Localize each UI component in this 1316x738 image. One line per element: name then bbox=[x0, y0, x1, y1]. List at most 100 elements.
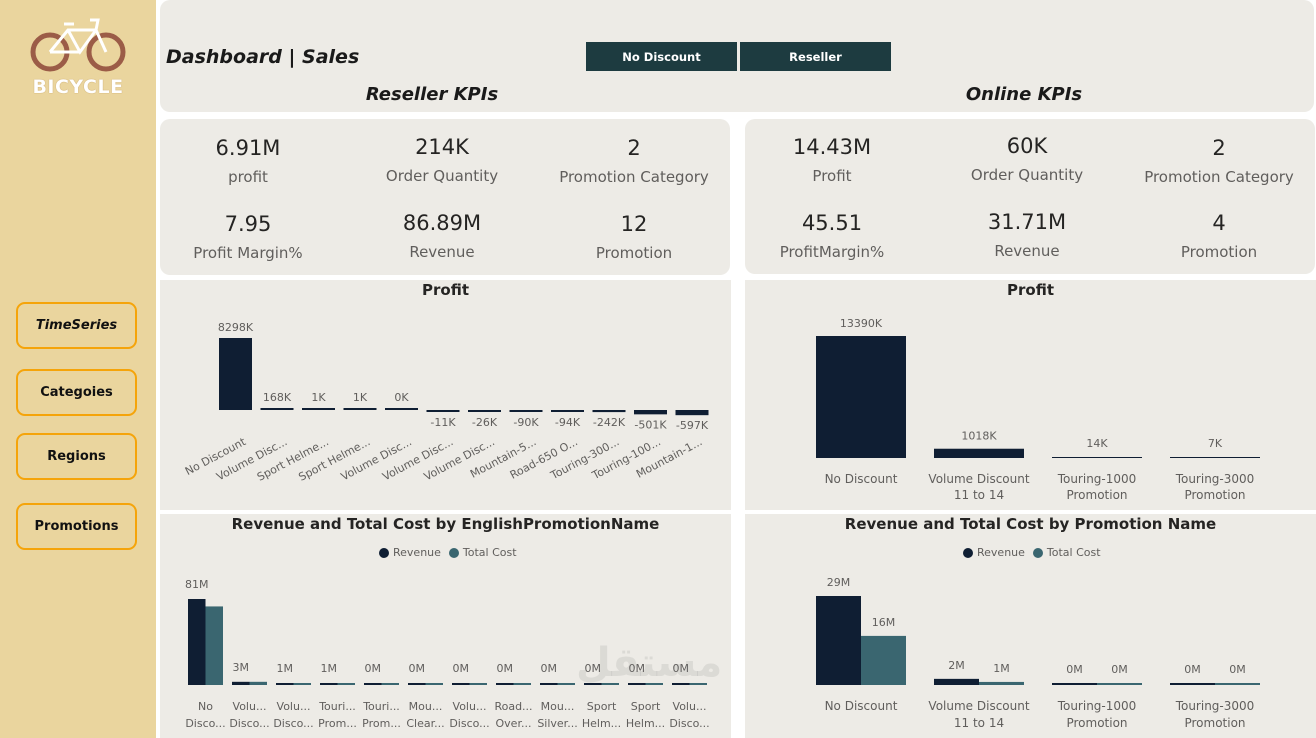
bar-total-cost-6[interactable] bbox=[469, 683, 488, 685]
bar-3[interactable] bbox=[1170, 457, 1260, 458]
bar-0[interactable] bbox=[816, 336, 906, 458]
bar-label-5: -11K bbox=[430, 416, 456, 429]
bar-label-8: -94K bbox=[555, 416, 581, 429]
reseller-kpi-promotion-category: 2 Promotion Category bbox=[559, 136, 709, 186]
bar-revenue-1[interactable] bbox=[934, 678, 979, 685]
legend-total-cost-dot bbox=[1032, 547, 1043, 558]
bar-8[interactable] bbox=[551, 410, 584, 412]
page-title: Dashboard | Sales bbox=[166, 46, 360, 68]
bar-1[interactable] bbox=[934, 448, 1024, 458]
category-label-3-0: Touring-3000 bbox=[1175, 699, 1255, 713]
bar-label-8: 0M bbox=[541, 662, 558, 675]
bar-9[interactable] bbox=[592, 410, 626, 413]
bar-revenue-6[interactable] bbox=[452, 683, 470, 685]
bar-revenue-4[interactable] bbox=[364, 683, 382, 685]
category-label-9-0: Sport bbox=[587, 700, 617, 713]
category-label-11-1: Disco... bbox=[669, 717, 709, 730]
bar-label-1: 3M bbox=[233, 661, 250, 674]
bar-5[interactable] bbox=[426, 410, 460, 412]
bar-revenue-3[interactable] bbox=[1170, 683, 1215, 685]
bar-revenue-2[interactable] bbox=[1052, 683, 1097, 685]
bar-total-cost-7[interactable] bbox=[513, 683, 532, 685]
reseller-kpi-order-quantity: 214K Order Quantity bbox=[385, 135, 499, 185]
bar-total-cost-5[interactable] bbox=[425, 683, 444, 685]
online-kpi-promotion: 4 Promotion bbox=[1180, 211, 1258, 261]
category-label-2-0: Touring-1000 bbox=[1057, 699, 1137, 713]
category-label-3-1: Promotion bbox=[1184, 488, 1245, 502]
header-panel bbox=[160, 0, 1314, 112]
bar-total-cost-3[interactable] bbox=[337, 683, 356, 685]
bar-label-1-2: 0M bbox=[1111, 663, 1128, 676]
bar-label-0-2: 0M bbox=[1066, 663, 1083, 676]
bar-total-cost-10[interactable] bbox=[645, 683, 664, 685]
bar-total-cost-1[interactable] bbox=[979, 681, 1024, 685]
online-kpi-promotion-category: 2 Promotion Category bbox=[1144, 136, 1294, 186]
bar-label-3: 1M bbox=[321, 662, 338, 675]
bar-4[interactable] bbox=[385, 408, 418, 410]
sidebar: BICYCLE TimeSeries Categoies Regions Pro… bbox=[0, 0, 156, 738]
bar-total-cost-0[interactable] bbox=[861, 635, 906, 685]
online-kpi-profit-margin: 45.51 ProfitMargin% bbox=[779, 211, 885, 261]
bar-label-0-0: 29M bbox=[827, 576, 851, 589]
bar-label-3: 1K bbox=[353, 391, 368, 404]
bar-10[interactable] bbox=[634, 410, 667, 415]
category-label-4-0: Touri... bbox=[362, 700, 400, 713]
bar-revenue-0[interactable] bbox=[188, 599, 206, 685]
bar-label-6: -26K bbox=[472, 416, 498, 429]
bar-total-cost-4[interactable] bbox=[381, 683, 400, 685]
bar-revenue-9[interactable] bbox=[584, 683, 602, 685]
bar-revenue-0[interactable] bbox=[816, 596, 861, 685]
bar-0[interactable] bbox=[219, 338, 252, 410]
category-label-6-1: Disco... bbox=[449, 717, 489, 730]
nav-categories-button[interactable]: Categoies bbox=[16, 369, 137, 416]
bar-label-9: -242K bbox=[593, 416, 626, 429]
bar-label-10: 0M bbox=[629, 662, 646, 675]
category-label-1-0: Volume Discount bbox=[928, 699, 1029, 713]
category-label-3-1: Promotion bbox=[1184, 716, 1245, 730]
bar-revenue-11[interactable] bbox=[672, 683, 690, 685]
bar-label-0: 8298K bbox=[218, 321, 254, 334]
online-revenue-cost-chart-title: Revenue and Total Cost by Promotion Name bbox=[844, 515, 1217, 533]
bar-total-cost-2[interactable] bbox=[1097, 683, 1142, 685]
category-label-11-0: Volu... bbox=[673, 700, 707, 713]
bar-total-cost-11[interactable] bbox=[689, 683, 708, 685]
bar-2[interactable] bbox=[302, 408, 335, 410]
bar-revenue-3[interactable] bbox=[320, 683, 338, 685]
bar-6[interactable] bbox=[468, 410, 501, 412]
bar-3[interactable] bbox=[343, 408, 377, 410]
bar-total-cost-3[interactable] bbox=[1215, 683, 1260, 685]
bar-11[interactable] bbox=[675, 410, 709, 416]
reseller-toggle[interactable]: Reseller bbox=[740, 42, 891, 71]
reseller-chart-legend: Revenue Total Cost bbox=[379, 546, 517, 559]
bar-label-2: 14K bbox=[1086, 437, 1108, 450]
bar-total-cost-8[interactable] bbox=[557, 683, 576, 685]
watermark: مستقل bbox=[576, 640, 723, 686]
bar-total-cost-1[interactable] bbox=[249, 681, 268, 685]
reseller-revenue-cost-panel bbox=[160, 514, 731, 738]
bar-total-cost-2[interactable] bbox=[293, 683, 312, 685]
bar-7[interactable] bbox=[509, 410, 543, 412]
nav-promotions-button[interactable]: Promotions bbox=[16, 503, 137, 550]
bar-revenue-1[interactable] bbox=[232, 681, 250, 685]
category-label-1-0: Volume Discount bbox=[928, 472, 1029, 486]
category-label-7-0: Road... bbox=[494, 700, 532, 713]
legend-total-cost-dot bbox=[448, 547, 459, 558]
bar-revenue-5[interactable] bbox=[408, 683, 426, 685]
category-label-2-0: Touring-1000 bbox=[1057, 472, 1137, 486]
nav-regions-button[interactable]: Regions bbox=[16, 433, 137, 480]
bar-revenue-7[interactable] bbox=[496, 683, 514, 685]
bar-revenue-2[interactable] bbox=[276, 683, 294, 685]
bar-total-cost-0[interactable] bbox=[205, 606, 224, 685]
bar-total-cost-9[interactable] bbox=[601, 683, 620, 685]
bar-2[interactable] bbox=[1052, 457, 1142, 458]
reseller-profit-chart-title: Profit bbox=[422, 281, 469, 299]
reseller-kpi-revenue: 86.89M Revenue bbox=[402, 211, 482, 261]
bar-1[interactable] bbox=[260, 408, 294, 410]
nav-timeseries-button[interactable]: TimeSeries bbox=[16, 302, 137, 349]
bar-revenue-10[interactable] bbox=[628, 683, 646, 685]
no-discount-toggle[interactable]: No Discount bbox=[586, 42, 737, 71]
category-label-5-0: Mou... bbox=[409, 700, 443, 713]
bar-revenue-8[interactable] bbox=[540, 683, 558, 685]
online-kpi-order-quantity: 60K Order Quantity bbox=[970, 134, 1084, 184]
